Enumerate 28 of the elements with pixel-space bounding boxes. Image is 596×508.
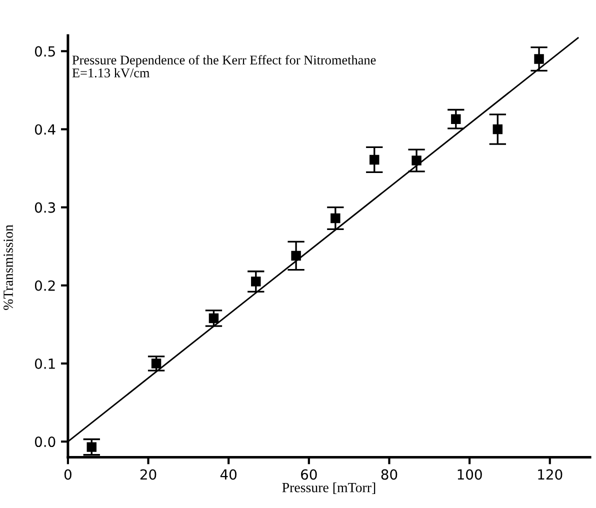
- point: [492, 124, 503, 134]
- point: [86, 442, 96, 452]
- x-tick-label: 20: [140, 469, 156, 480]
- point: [412, 156, 422, 166]
- x-tick-label: 0: [64, 469, 72, 480]
- point: [208, 313, 219, 324]
- y-tick-label: 0.2: [34, 280, 55, 291]
- text: Pressure Dependence of the Kerr Effect for Nitromethane: [72, 55, 376, 68]
- x-tick-label: 120: [538, 469, 562, 480]
- point: [151, 358, 162, 368]
- x-tick-label: 80: [381, 469, 398, 480]
- x-tick-label: 100: [458, 469, 482, 480]
- y-axis-title: %Transmission: [4, 224, 13, 310]
- y-tick-label: 0.0: [34, 436, 56, 448]
- point: [451, 114, 461, 124]
- x-tick-label: 60: [301, 469, 317, 480]
- y-tick-label: 0.1: [34, 358, 55, 369]
- y-tick-label: 0.3: [34, 202, 56, 213]
- point: [534, 54, 544, 64]
- point: [330, 213, 340, 224]
- point: [251, 276, 261, 286]
- y-tick-label: 0.5: [34, 46, 55, 57]
- point: [291, 250, 301, 261]
- text: E=1.13 kV/cm: [72, 68, 150, 78]
- x-tick-label: 40: [220, 469, 237, 480]
- x-axis-title: Pressure [mTorr]: [282, 482, 376, 494]
- point: [370, 154, 380, 165]
- y-tick-label: 0.4: [34, 124, 56, 135]
